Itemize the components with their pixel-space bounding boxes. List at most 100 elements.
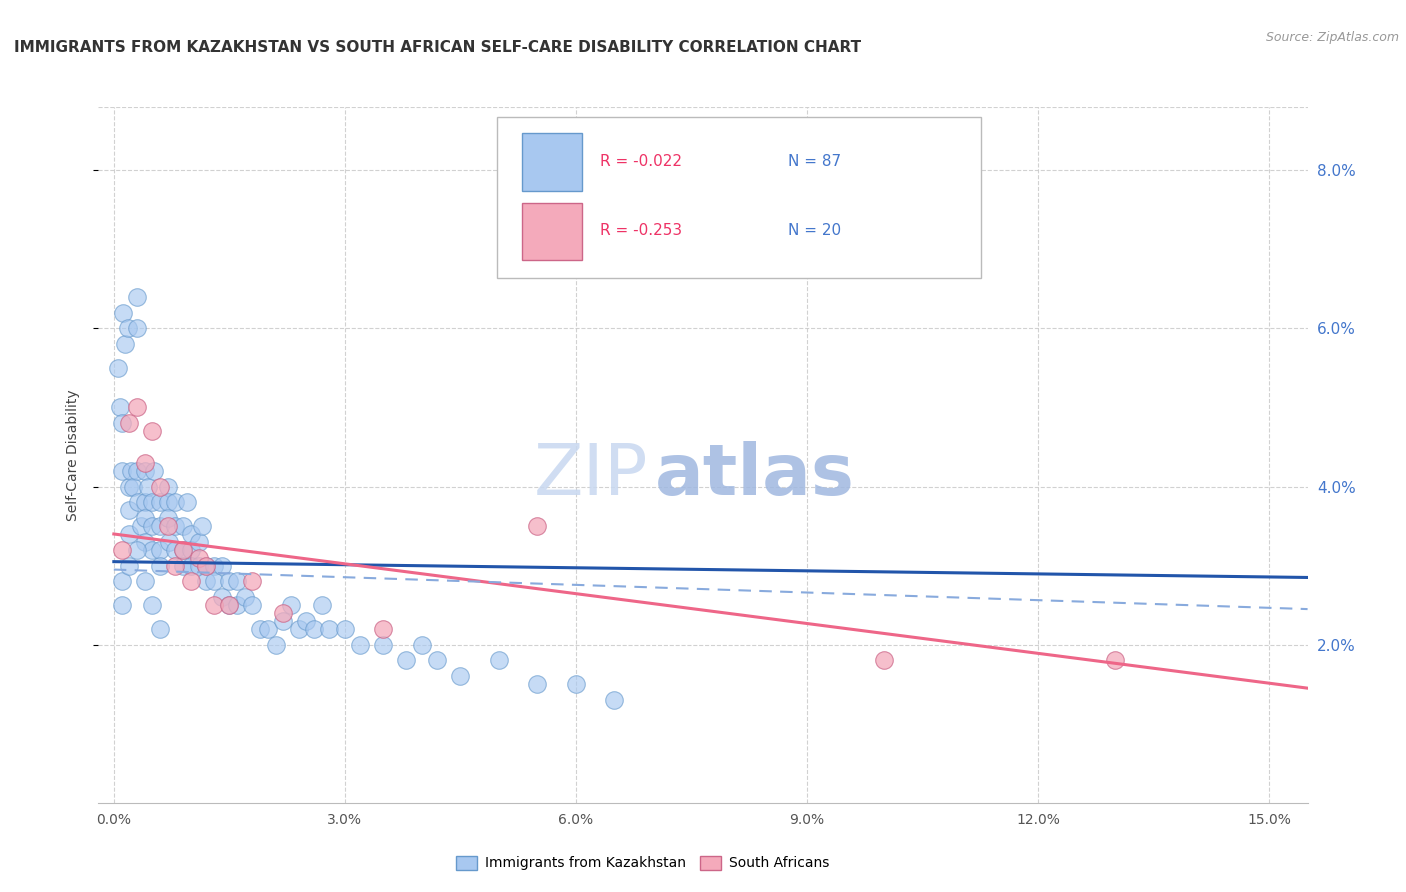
Point	[202, 598, 225, 612]
Point	[141, 519, 163, 533]
Point	[271, 614, 294, 628]
Text: IMMIGRANTS FROM KAZAKHSTAN VS SOUTH AFRICAN SELF-CARE DISABILITY CORRELATION CHA: IMMIGRANTS FROM KAZAKHSTAN VS SOUTH AFRI…	[14, 40, 862, 55]
Text: R = -0.022: R = -0.022	[600, 153, 682, 169]
Point	[172, 542, 194, 557]
Point	[187, 534, 209, 549]
FancyBboxPatch shape	[498, 118, 981, 277]
Point	[526, 677, 548, 691]
Point	[257, 622, 280, 636]
Point	[176, 495, 198, 509]
Point	[202, 574, 225, 589]
Point	[149, 519, 172, 533]
Text: atlas: atlas	[655, 442, 855, 510]
Point	[138, 479, 160, 493]
Point	[373, 622, 395, 636]
Point	[318, 622, 340, 636]
Point	[125, 321, 148, 335]
Point	[125, 401, 148, 415]
Point	[172, 558, 194, 573]
Point	[226, 598, 249, 612]
FancyBboxPatch shape	[522, 203, 582, 260]
Point	[242, 598, 264, 612]
Point	[134, 495, 156, 509]
Point	[157, 534, 180, 549]
Point	[112, 305, 135, 319]
Point	[141, 495, 163, 509]
Point	[149, 542, 172, 557]
Point	[211, 591, 233, 605]
Point	[118, 503, 141, 517]
Point	[195, 558, 218, 573]
Point	[165, 519, 187, 533]
Point	[118, 558, 141, 573]
Point	[218, 574, 240, 589]
Point	[118, 527, 141, 541]
Point	[110, 417, 132, 431]
Point	[149, 479, 172, 493]
Point	[110, 542, 132, 557]
Point	[120, 464, 142, 478]
Point	[108, 401, 131, 415]
Point	[110, 464, 132, 478]
Point	[127, 495, 149, 509]
Point	[373, 638, 395, 652]
Point	[129, 519, 152, 533]
Point	[449, 669, 471, 683]
Point	[180, 558, 202, 573]
Point	[165, 542, 187, 557]
Point	[125, 542, 148, 557]
Point	[117, 321, 139, 335]
Point	[242, 574, 264, 589]
Point	[156, 519, 179, 533]
Point	[603, 693, 626, 707]
Point	[134, 511, 156, 525]
Point	[280, 598, 302, 612]
Point	[141, 542, 163, 557]
Point	[172, 542, 194, 557]
Point	[349, 638, 371, 652]
Point	[134, 534, 156, 549]
Point	[165, 495, 187, 509]
Point	[264, 638, 287, 652]
Point	[134, 574, 156, 589]
Point	[218, 598, 240, 612]
Point	[187, 558, 209, 573]
Point	[873, 653, 896, 667]
Point	[125, 290, 148, 304]
Point	[142, 464, 165, 478]
Point	[287, 622, 309, 636]
Point	[202, 558, 225, 573]
Text: N = 87: N = 87	[787, 153, 841, 169]
Point	[172, 519, 194, 533]
Point	[411, 638, 433, 652]
Point	[156, 479, 179, 493]
Point	[271, 606, 294, 620]
Point	[191, 519, 214, 533]
Point	[134, 456, 156, 470]
Point	[1104, 653, 1126, 667]
Point	[122, 479, 145, 493]
Point	[156, 511, 179, 525]
Point	[114, 337, 136, 351]
Point	[526, 519, 548, 533]
Point	[195, 558, 218, 573]
Point	[110, 574, 132, 589]
Point	[187, 550, 209, 565]
Point	[311, 598, 333, 612]
Point	[565, 677, 588, 691]
FancyBboxPatch shape	[522, 134, 582, 191]
Point	[149, 495, 172, 509]
Y-axis label: Self-Care Disability: Self-Care Disability	[66, 389, 80, 521]
Point	[211, 558, 233, 573]
Point	[156, 495, 179, 509]
Text: ZIP: ZIP	[534, 442, 648, 510]
Point	[141, 598, 163, 612]
Point	[426, 653, 449, 667]
Text: N = 20: N = 20	[787, 223, 841, 238]
Point	[125, 464, 148, 478]
Point	[295, 614, 318, 628]
Point	[488, 653, 510, 667]
Point	[107, 360, 129, 375]
Text: Source: ZipAtlas.com: Source: ZipAtlas.com	[1265, 31, 1399, 45]
Point	[180, 527, 202, 541]
